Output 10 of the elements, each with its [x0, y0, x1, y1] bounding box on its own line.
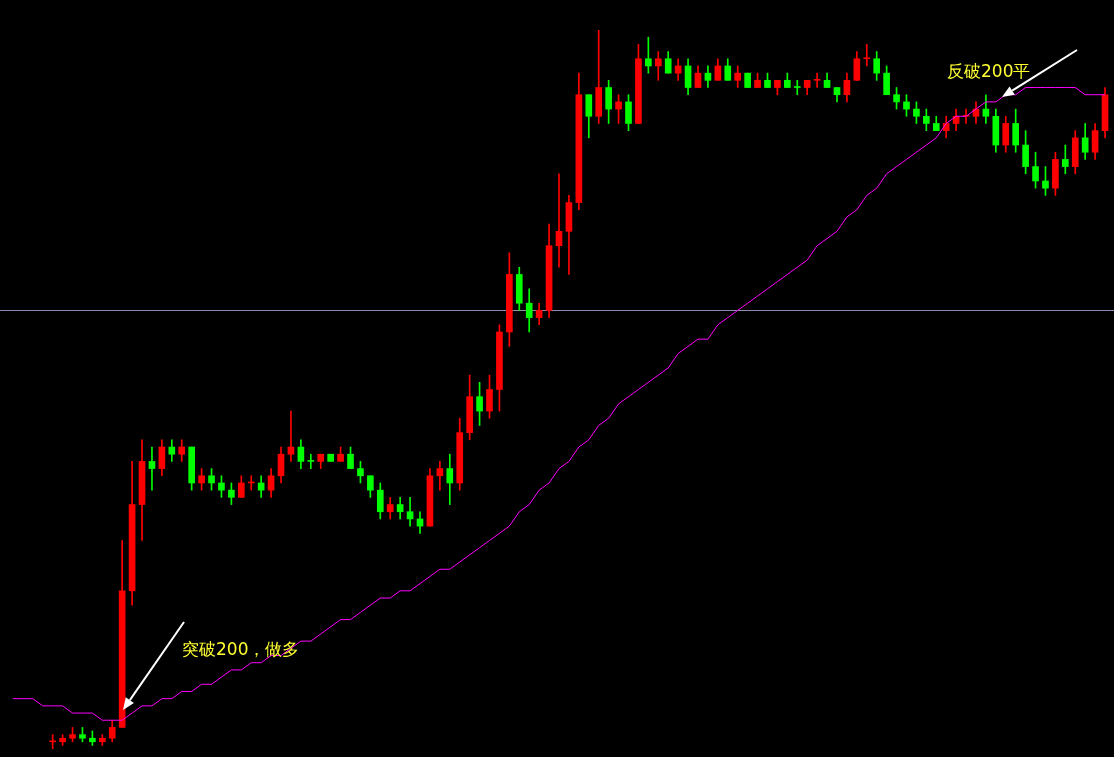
candlestick: [813, 72, 821, 88]
candlestick: [793, 80, 801, 96]
candlestick: [555, 173, 563, 268]
candlestick: [49, 734, 57, 749]
annotation: 反破200平: [947, 60, 1031, 83]
candlestick: [148, 446, 156, 491]
candlestick: [654, 51, 662, 81]
candlestick: [307, 453, 315, 469]
candlestick: [863, 44, 871, 67]
candlestick: [287, 410, 295, 462]
